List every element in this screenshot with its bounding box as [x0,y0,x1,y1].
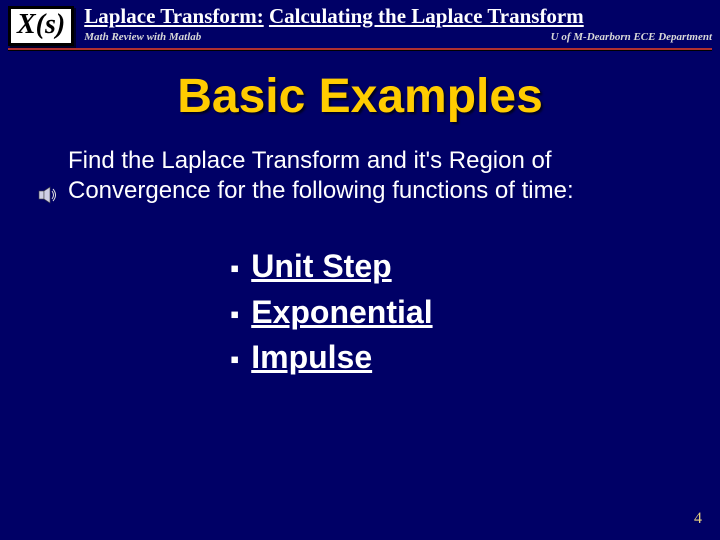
header-subline: Math Review with Matlab U of M-Dearborn … [84,31,712,43]
bullet-marker: ▪ [230,299,239,330]
link-impulse[interactable]: Impulse [251,337,372,379]
bullet-marker: ▪ [230,253,239,284]
link-exponential[interactable]: Exponential [251,292,432,334]
body-paragraph: Find the Laplace Transform and it's Regi… [0,124,720,206]
list-item: ▪ Exponential [230,292,720,334]
bullet-marker: ▪ [230,344,239,375]
slide-title: Basic Examples [0,69,720,124]
subline-right: U of M-Dearborn ECE Department [551,31,712,43]
topic-subtitle: Calculating the Laplace Transform [269,4,584,28]
list-item: ▪ Unit Step [230,246,720,288]
topic-label: Laplace Transform: [84,4,263,28]
subline-left: Math Review with Matlab [84,31,201,43]
header-text-block: Laplace Transform: Calculating the Lapla… [84,4,712,43]
slide-header: X(s) Laplace Transform: Calculating the … [0,0,720,46]
header-rule [8,48,712,51]
topic-line: Laplace Transform: Calculating the Lapla… [84,4,712,29]
bullet-list: ▪ Unit Step ▪ Exponential ▪ Impulse [0,206,720,379]
page-number: 4 [694,510,702,528]
xs-logo-box: X(s) [8,6,74,46]
header-rule-wrap [0,46,720,51]
list-item: ▪ Impulse [230,337,720,379]
slide: X(s) Laplace Transform: Calculating the … [0,0,720,540]
speaker-icon[interactable] [38,186,58,204]
link-unit-step[interactable]: Unit Step [251,246,391,288]
